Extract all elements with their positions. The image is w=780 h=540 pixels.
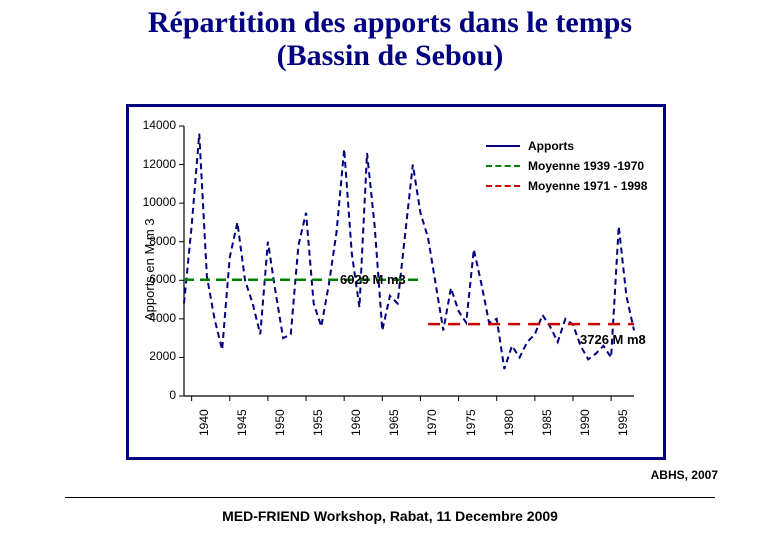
legend-swatch: [486, 165, 520, 167]
legend-item: Moyenne 1971 - 1998: [486, 176, 647, 196]
xtick-label: 1990: [578, 409, 592, 436]
xtick-label: 1970: [425, 409, 439, 436]
attribution: ABHS, 2007: [651, 468, 718, 482]
title-line2: (Bassin de Sebou): [277, 39, 504, 72]
xtick-label: 1960: [349, 409, 363, 436]
xtick-label: 1940: [197, 409, 211, 436]
xtick-label: 1995: [616, 409, 630, 436]
xtick-label: 1945: [235, 409, 249, 436]
xtick-label: 1980: [502, 409, 516, 436]
xtick-label: 1950: [273, 409, 287, 436]
legend-item: Moyenne 1939 -1970: [486, 156, 647, 176]
xtick-label: 1965: [387, 409, 401, 436]
y-axis-label: Apports en M m 3: [142, 218, 157, 321]
chart-container: Apports Moyenne 1939 -1970 Moyenne 1971 - …: [126, 104, 666, 460]
ytick-label: 12000: [134, 157, 176, 171]
annotation-6029: 6029 M m3: [340, 272, 406, 287]
footer-text: MED-FRIEND Workshop, Rabat, 11 Decembre …: [0, 508, 780, 524]
legend-label: Apports: [528, 139, 574, 153]
xtick-label: 1975: [464, 409, 478, 436]
title-line1: Répartition des apports dans le temps: [148, 6, 632, 39]
legend-label: Moyenne 1939 -1970: [528, 159, 644, 173]
annotation-3726: 3726 M m8: [580, 332, 646, 347]
ytick-label: 0: [134, 388, 176, 402]
ytick-label: 10000: [134, 195, 176, 209]
slide: Répartition des apports dans le temps (B…: [0, 0, 780, 540]
legend: Apports Moyenne 1939 -1970 Moyenne 1971 - …: [486, 136, 647, 196]
xtick-label: 1955: [311, 409, 325, 436]
legend-swatch: [486, 185, 520, 187]
ytick-label: 14000: [134, 118, 176, 132]
footer-rule: [65, 497, 715, 498]
legend-item: Apports: [486, 136, 647, 156]
ytick-label: 2000: [134, 349, 176, 363]
legend-label: Moyenne 1971 - 1998: [528, 179, 647, 193]
xtick-label: 1985: [540, 409, 554, 436]
slide-title: Répartition des apports dans le temps (B…: [0, 6, 780, 72]
legend-swatch: [486, 145, 520, 147]
